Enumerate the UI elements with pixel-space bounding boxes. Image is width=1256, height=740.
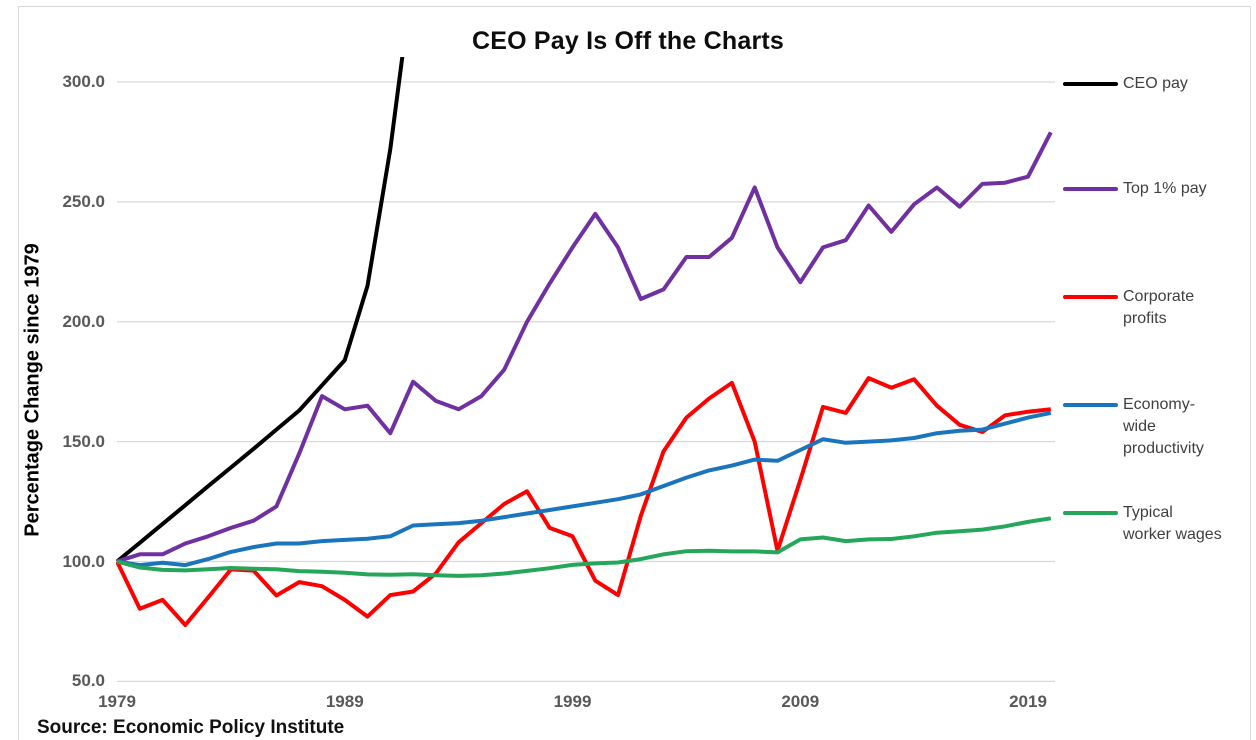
series-line-ceo-pay: [116, 57, 405, 564]
legend-item: CEO pay: [1063, 73, 1188, 95]
x-tick-label: 1989: [325, 692, 364, 711]
legend-item: Economy- wide productivity: [1063, 394, 1204, 460]
y-axis-title: Percentage Change since 1979: [21, 243, 44, 537]
y-tick-label: 200.0: [62, 311, 105, 331]
series-lines: [116, 57, 1053, 627]
y-tick-label: 50.0: [71, 671, 105, 691]
y-tick-label: 100.0: [62, 551, 105, 571]
series-line-typical-worker-wages: [116, 516, 1052, 578]
legend-swatch: [1063, 295, 1118, 299]
legend-item: Top 1% pay: [1063, 178, 1207, 200]
legend-item: Corporate profits: [1063, 286, 1194, 330]
series-line-top-1-pay: [116, 131, 1053, 564]
y-tick-label: 150.0: [62, 431, 105, 451]
source-note: Source: Economic Policy Institute: [37, 717, 345, 738]
legend-label: Top 1% pay: [1123, 180, 1207, 197]
x-tick-label: 2009: [781, 692, 820, 711]
legend-swatch: [1063, 187, 1118, 191]
series-line-economy-wide-productivity: [116, 410, 1052, 568]
x-tick-label: 1999: [553, 692, 592, 711]
legend-label: Typical worker wages: [1123, 504, 1222, 543]
legend-label: CEO pay: [1123, 75, 1188, 92]
series-line-corporate-profits: [116, 376, 1052, 627]
legend-item: Typical worker wages: [1063, 502, 1222, 546]
chart-title: CEO Pay Is Off the Charts: [471, 27, 785, 55]
x-tick-label: 2019: [1009, 692, 1047, 711]
legend-swatch: [1063, 403, 1118, 407]
legend-label: Corporate profits: [1123, 288, 1195, 327]
legend-swatch: [1063, 82, 1118, 86]
y-tick-label: 250.0: [62, 191, 105, 211]
legend-swatch: [1063, 511, 1118, 515]
legend-label: Economy- wide productivity: [1123, 396, 1204, 457]
x-tick-label: 1979: [98, 692, 136, 711]
y-tick-label: 300.0: [62, 72, 105, 91]
